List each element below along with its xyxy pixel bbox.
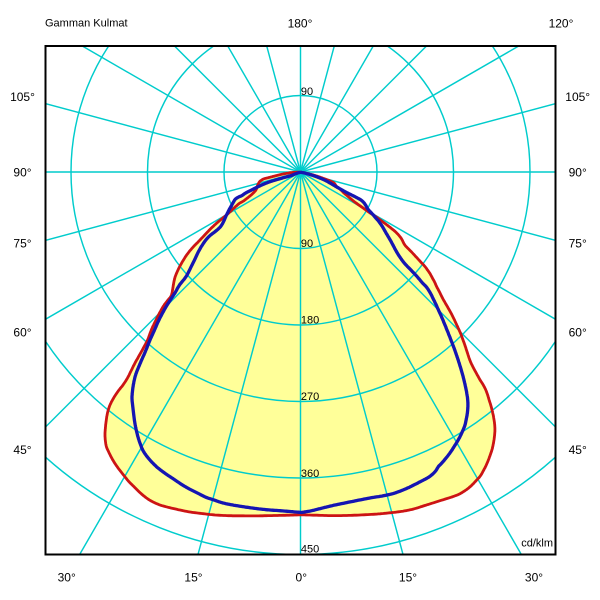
svg-text:0°: 0° (296, 570, 308, 584)
svg-text:180: 180 (301, 315, 319, 327)
svg-text:45°: 45° (13, 443, 31, 457)
svg-text:Gamman Kulmat: Gamman Kulmat (45, 18, 128, 30)
svg-text:360: 360 (301, 468, 319, 480)
svg-text:450: 450 (301, 544, 319, 556)
svg-text:90°: 90° (569, 165, 587, 179)
svg-text:30°: 30° (58, 570, 76, 584)
svg-text:90°: 90° (13, 165, 31, 179)
svg-text:90: 90 (301, 86, 313, 98)
svg-text:75°: 75° (569, 237, 587, 251)
svg-text:cd/klm: cd/klm (521, 538, 553, 550)
svg-text:105°: 105° (10, 90, 35, 104)
svg-text:180°: 180° (288, 16, 313, 30)
svg-text:45°: 45° (569, 443, 587, 457)
svg-text:60°: 60° (569, 325, 587, 339)
svg-text:270: 270 (301, 391, 319, 403)
svg-text:15°: 15° (184, 570, 202, 584)
svg-text:15°: 15° (399, 570, 417, 584)
svg-text:120°: 120° (549, 16, 574, 30)
svg-text:60°: 60° (13, 325, 31, 339)
svg-text:30°: 30° (525, 570, 543, 584)
svg-text:90: 90 (301, 238, 313, 250)
svg-text:105°: 105° (565, 90, 590, 104)
svg-text:75°: 75° (13, 237, 31, 251)
